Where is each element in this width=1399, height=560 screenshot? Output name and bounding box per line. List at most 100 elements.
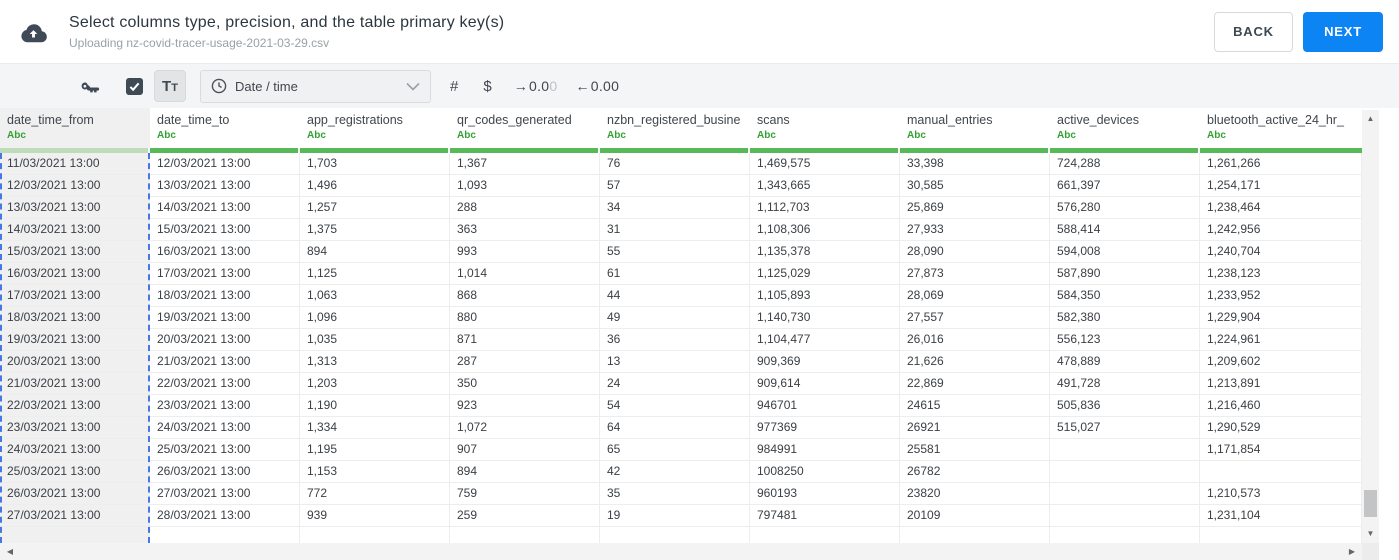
table-cell: 23/03/2021 13:00 xyxy=(150,395,300,417)
table-cell: 24/03/2021 13:00 xyxy=(0,439,150,461)
table-cell: 556,123 xyxy=(1050,329,1200,351)
decrease-precision-button[interactable]: ←0.00 xyxy=(575,78,619,94)
currency-type-button[interactable]: $ xyxy=(483,77,492,95)
number-type-button[interactable]: # xyxy=(450,77,459,95)
precision-value: 0.0 xyxy=(529,78,550,94)
table-cell: 1,190 xyxy=(300,395,450,417)
include-column-checkbox[interactable] xyxy=(126,77,143,95)
table-cell: 12/03/2021 13:00 xyxy=(0,175,150,197)
table-cell: 478,889 xyxy=(1050,351,1200,373)
table-cell: 27,873 xyxy=(900,263,1050,285)
table-cell: 1,290,529 xyxy=(1200,417,1362,439)
uploading-filename-text: Uploading nz-covid-tracer-usage-2021-03-… xyxy=(69,35,330,50)
table-cell: 759 xyxy=(450,483,600,505)
table-cell: 1,140,730 xyxy=(750,307,900,329)
table-cell: 27,933 xyxy=(900,219,1050,241)
horizontal-scrollbar[interactable]: ◀ ▶ xyxy=(0,543,1362,560)
table-row-empty xyxy=(0,527,1362,543)
column-header-app_registrations[interactable]: app_registrations Abc xyxy=(300,108,450,148)
primary-key-icon[interactable] xyxy=(80,78,101,94)
table-cell: 12/03/2021 13:00 xyxy=(150,153,300,175)
table-cell: 491,728 xyxy=(1050,373,1200,395)
table-row: 16/03/2021 13:00 17/03/2021 13:00 1,125 1,0… xyxy=(0,263,1362,285)
scroll-left-arrow[interactable]: ◀ xyxy=(6,547,14,556)
chevron-down-icon xyxy=(406,82,420,91)
increase-precision-button[interactable]: →0.00 xyxy=(514,78,558,94)
table-cell: 1,216,460 xyxy=(1200,395,1362,417)
table-cell: 1,105,893 xyxy=(750,285,900,307)
type-indicator xyxy=(150,148,300,153)
table-cell: 25581 xyxy=(900,439,1050,461)
column-header-manual_entries[interactable]: manual_entries Abc xyxy=(900,108,1050,148)
table-row: 22/03/2021 13:00 23/03/2021 13:00 1,190 923… xyxy=(0,395,1362,417)
table-cell: 923 xyxy=(450,395,600,417)
table-cell: 19/03/2021 13:00 xyxy=(150,307,300,329)
table-cell: 17/03/2021 13:00 xyxy=(150,263,300,285)
table-cell xyxy=(750,527,900,543)
table-cell: 977369 xyxy=(750,417,900,439)
vertical-scrollbar[interactable]: ▲ ▼ xyxy=(1362,110,1379,543)
table-cell: 31 xyxy=(600,219,750,241)
table-cell: 909,614 xyxy=(750,373,900,395)
table-row: 21/03/2021 13:00 22/03/2021 13:00 1,203 350… xyxy=(0,373,1362,395)
table-cell: 1,195 xyxy=(300,439,450,461)
wizard-header: Select columns type, precision, and the … xyxy=(0,0,1399,63)
column-header-active_devices[interactable]: active_devices Abc xyxy=(1050,108,1200,148)
table-cell: 15/03/2021 13:00 xyxy=(0,241,150,263)
next-button[interactable]: NEXT xyxy=(1303,11,1383,52)
column-type-label: Abc xyxy=(1207,130,1226,141)
table-cell: 1,125,029 xyxy=(750,263,900,285)
table-cell: 18/03/2021 13:00 xyxy=(0,307,150,329)
table-cell: 288 xyxy=(450,197,600,219)
table-cell: 868 xyxy=(450,285,600,307)
vertical-scrollbar-thumb[interactable] xyxy=(1364,490,1377,517)
table-cell: 28,069 xyxy=(900,285,1050,307)
table-cell xyxy=(1050,527,1200,543)
column-type-label: Abc xyxy=(757,130,776,141)
back-button[interactable]: BACK xyxy=(1214,11,1293,52)
table-cell: 14/03/2021 13:00 xyxy=(150,197,300,219)
table-cell: 23/03/2021 13:00 xyxy=(0,417,150,439)
column-header-nzbn_registered_busine[interactable]: nzbn_registered_busine Abc xyxy=(600,108,750,148)
table-cell: 42 xyxy=(600,461,750,483)
table-cell: 1,108,306 xyxy=(750,219,900,241)
table-cell: 13/03/2021 13:00 xyxy=(150,175,300,197)
table-cell: 594,008 xyxy=(1050,241,1200,263)
column-name: app_registrations xyxy=(307,113,403,127)
column-header-bluetooth_active_24_hr_[interactable]: bluetooth_active_24_hr_ Abc xyxy=(1200,108,1362,148)
type-indicator xyxy=(750,148,900,153)
column-header-qr_codes_generated[interactable]: qr_codes_generated Abc xyxy=(450,108,600,148)
table-cell: 20/03/2021 13:00 xyxy=(150,329,300,351)
table-cell: 588,414 xyxy=(1050,219,1200,241)
table-cell: 17/03/2021 13:00 xyxy=(0,285,150,307)
table-cell: 797481 xyxy=(750,505,900,527)
table-body: 11/03/2021 13:00 12/03/2021 13:00 1,703 1,3… xyxy=(0,153,1362,543)
table-cell: 287 xyxy=(450,351,600,373)
table-cell: 1,035 xyxy=(300,329,450,351)
table-cell: 1,233,952 xyxy=(1200,285,1362,307)
table-cell: 22/03/2021 13:00 xyxy=(0,395,150,417)
table-cell: 30,585 xyxy=(900,175,1050,197)
page-title: Select columns type, precision, and the … xyxy=(69,13,505,31)
table-row: 23/03/2021 13:00 24/03/2021 13:00 1,334 1,0… xyxy=(0,417,1362,439)
table-cell: 661,397 xyxy=(1050,175,1200,197)
column-type-dropdown[interactable]: Date / time xyxy=(200,69,431,103)
table-cell: 894 xyxy=(300,241,450,263)
table-row: 12/03/2021 13:00 13/03/2021 13:00 1,496 1,0… xyxy=(0,175,1362,197)
column-header-date_time_to[interactable]: date_time_to Abc xyxy=(150,108,300,148)
table-cell: 1,213,891 xyxy=(1200,373,1362,395)
table-cell: 871 xyxy=(450,329,600,351)
scroll-down-arrow[interactable]: ▼ xyxy=(1366,529,1375,538)
table-cell: 54 xyxy=(600,395,750,417)
column-header-date_time_from[interactable]: date_time_from Abc xyxy=(0,108,150,148)
table-cell: 18/03/2021 13:00 xyxy=(150,285,300,307)
text-type-button[interactable]: Tt xyxy=(154,70,186,102)
table-cell: 587,890 xyxy=(1050,263,1200,285)
column-type-value: Date / time xyxy=(235,78,298,94)
table-cell: 350 xyxy=(450,373,600,395)
scroll-right-arrow[interactable]: ▶ xyxy=(1348,547,1356,556)
table-cell: 1,209,602 xyxy=(1200,351,1362,373)
scroll-up-arrow[interactable]: ▲ xyxy=(1366,114,1375,123)
table-cell: 64 xyxy=(600,417,750,439)
column-header-scans[interactable]: scans Abc xyxy=(750,108,900,148)
